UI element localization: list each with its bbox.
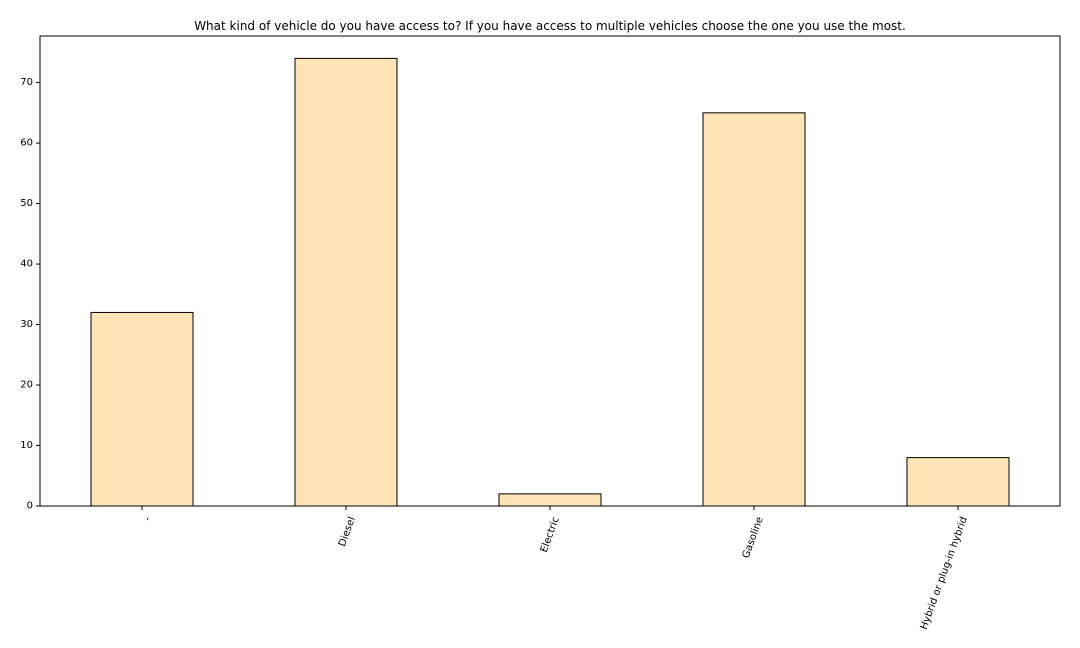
y-tick-label-5: 50 (20, 198, 33, 209)
bar-4 (906, 457, 1010, 507)
y-tick-label-0: 0 (27, 501, 33, 512)
plot-frame (39, 35, 1061, 507)
x-tick-label-0: - (142, 515, 154, 523)
bar-0 (90, 311, 194, 507)
bar-1 (294, 57, 398, 507)
x-tick-label-2: Electric (539, 515, 562, 554)
bars-layer (90, 57, 1010, 507)
y-tick-label-1: 10 (20, 440, 33, 451)
x-tick-label-4: Hybrid or plug-in hybrid (919, 515, 970, 631)
y-axis: 0 10 20 30 40 50 60 70 (20, 77, 40, 512)
bar-3 (702, 112, 806, 507)
y-tick-label-6: 60 (20, 138, 33, 149)
bar-2 (498, 493, 602, 507)
x-tick-label-3: Gasoline (741, 515, 766, 559)
x-tick-label-1: Diesel (337, 515, 358, 548)
y-tick-label-4: 40 (20, 259, 33, 270)
y-tick-label-3: 30 (20, 319, 33, 330)
x-axis: - Diesel Electric Gasoline Hybrid or plug-in… (141, 506, 970, 631)
y-tick-label-2: 20 (20, 380, 33, 391)
y-tick-label-7: 70 (20, 77, 33, 88)
chart-title: What kind of vehicle do you have access … (194, 19, 906, 33)
